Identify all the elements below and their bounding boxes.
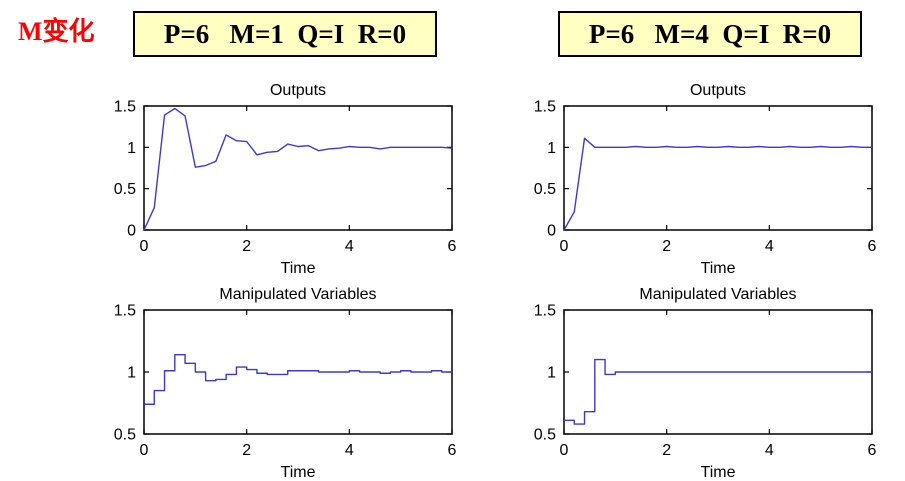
y-tick-label: 1 [547,140,556,157]
x-tick-label: 0 [140,442,149,459]
axes-box [143,309,453,435]
x-tick-label: 6 [868,238,877,255]
x-tick-label: 6 [868,442,877,459]
x-tick-label: 2 [662,442,671,459]
y-tick-label: 0.5 [534,427,556,444]
x-tick-label: 4 [345,238,354,255]
chart-manipulated-variables-left: Manipulated Variables 0 2 4 6 0.5 1 1.5 Time [114,286,457,480]
y-tick-label: 1.5 [534,303,556,320]
x-tick-label: 0 [140,238,149,255]
axes-box [143,105,453,231]
x-tick-label: 6 [448,238,457,255]
y-tick-label: 1 [127,365,136,382]
x-tick-label: 4 [765,238,774,255]
y-tick-label: 1 [127,140,136,157]
x-tick-label: 0 [560,238,569,255]
y-tick-label: 0.5 [534,181,556,198]
data-line [564,358,872,425]
x-tick-label: 4 [765,442,774,459]
data-line [563,137,872,231]
x-axis-label: Time [701,464,736,480]
y-tick-label: 1.5 [114,303,136,320]
y-tick-label: 1.5 [114,99,136,116]
x-tick-label: 0 [560,442,569,459]
chart-outputs-left: Outputs 0 2 4 6 0 0.5 1 1.5 Time [114,82,457,276]
x-axis-label: Time [281,464,316,480]
chart-title: Manipulated Variables [639,286,796,303]
x-axis-label: Time [281,260,316,276]
data-line [144,353,452,405]
chart-title: Manipulated Variables [219,286,376,303]
x-tick-label: 2 [662,238,671,255]
param-box-right: P=6 M=4 Q=I R=0 [558,11,862,57]
annotation-m-change: M变化 [18,17,95,46]
data-line [143,107,453,231]
chart-manipulated-variables-right: Manipulated Variables 0 2 4 6 0.5 1 1.5 Time [534,286,877,480]
x-axis-label: Time [701,260,736,276]
y-tick-label: 0 [127,223,136,240]
param-box-left: P=6 M=1 Q=I R=0 [133,11,437,57]
x-tick-label: 2 [242,238,251,255]
y-tick-label: 1 [547,365,556,382]
chart-outputs-right: Outputs 0 2 4 6 0 0.5 1 1.5 Time [534,82,877,276]
chart-title: Outputs [690,82,746,99]
y-tick-label: 0.5 [114,181,136,198]
axes-box [563,105,873,231]
chart-title: Outputs [270,82,326,99]
y-tick-label: 0 [547,223,556,240]
y-tick-label: 1.5 [534,99,556,116]
x-tick-label: 6 [448,442,457,459]
param-box-left-label: P=6 M=1 Q=I R=0 [163,18,407,49]
x-tick-label: 4 [345,442,354,459]
y-tick-label: 0.5 [114,427,136,444]
param-box-right-label: P=6 M=4 Q=I R=0 [588,18,832,49]
x-tick-label: 2 [242,442,251,459]
